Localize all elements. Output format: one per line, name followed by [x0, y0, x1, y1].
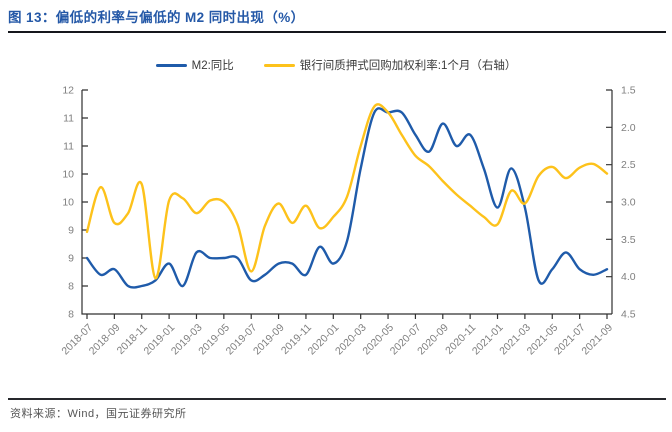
- chart-axes: [81, 89, 613, 319]
- legend-label-m2: M2:同比: [191, 60, 234, 72]
- chart-legend: M2:同比 银行间质押式回购加权利率:1个月（右轴）: [0, 57, 672, 73]
- y-axis-left-tick-label: 11: [63, 141, 74, 153]
- y-axis-left-tick-label: 11: [63, 113, 74, 125]
- y-axis-right-tick-label: 2.0: [621, 122, 636, 134]
- source-note: 资料来源：Wind，国元证券研究所: [10, 408, 187, 420]
- figure-title: 图 13：偏低的利率与偏低的 M2 同时出现（%）: [8, 10, 305, 25]
- y-axis-left-tick-label: 8: [68, 309, 74, 321]
- y-axis-left-tick-label: 10: [62, 169, 74, 181]
- y-axis-left-tick-label: 9: [68, 225, 74, 237]
- x-axis-tick-label: 2021-09: [579, 322, 615, 358]
- legend-swatch-repo-icon: [263, 63, 295, 67]
- y-axis-left-tick-label: 9: [68, 253, 74, 265]
- y-axis-left-tick-label: 8: [68, 281, 74, 293]
- legend-item-m2: M2:同比: [155, 57, 234, 73]
- title-divider: [8, 31, 666, 33]
- series-line-m2: [85, 107, 609, 289]
- y-axis-right-tick-label: 4.5: [621, 309, 636, 321]
- y-axis-left-tick-label: 12: [62, 85, 74, 97]
- legend-swatch-m2-icon: [155, 63, 187, 67]
- y-axis-right-tick-label: 3.5: [621, 234, 636, 246]
- y-axis-right-tick-label: 4.0: [621, 271, 636, 283]
- legend-label-repo-rate: 银行间质押式回购加权利率:1个月（右轴）: [299, 60, 517, 72]
- y-axis-right-tick-label: 2.5: [621, 159, 636, 171]
- y-axis-right-tick-label: 1.5: [621, 85, 636, 97]
- y-axis-left-tick-label: 10: [62, 197, 74, 209]
- footer-divider: [8, 398, 666, 400]
- legend-item-repo-rate: 银行间质押式回购加权利率:1个月（右轴）: [263, 57, 517, 73]
- series-line-repo-rate: [85, 103, 609, 280]
- y-axis-right-tick-label: 3.0: [621, 197, 636, 209]
